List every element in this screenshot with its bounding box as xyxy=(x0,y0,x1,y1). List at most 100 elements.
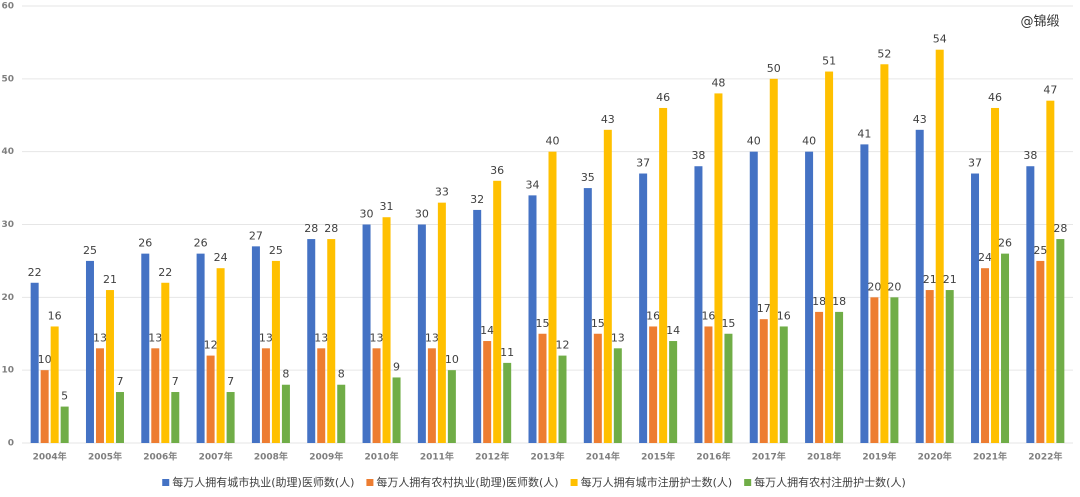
value-label: 47 xyxy=(1043,84,1057,97)
value-label: 13 xyxy=(259,331,273,344)
value-label: 43 xyxy=(913,113,927,126)
bar xyxy=(50,326,59,443)
bar xyxy=(649,326,658,443)
value-label: 51 xyxy=(822,55,836,68)
bar xyxy=(216,268,225,443)
value-label: 17 xyxy=(757,302,771,315)
bar xyxy=(669,341,678,443)
value-label: 16 xyxy=(701,309,715,322)
bar xyxy=(40,370,49,443)
bar xyxy=(659,107,668,443)
value-label: 34 xyxy=(526,178,540,191)
bar xyxy=(759,319,768,443)
bar xyxy=(981,268,990,443)
bar xyxy=(151,348,160,443)
x-tick-label: 2011年 xyxy=(420,451,454,463)
value-label: 20 xyxy=(867,280,881,293)
bar xyxy=(473,209,482,443)
bar xyxy=(593,333,602,443)
value-label: 21 xyxy=(923,273,937,286)
bar xyxy=(337,384,346,443)
bar xyxy=(206,355,215,443)
bar xyxy=(890,297,899,443)
x-tick-label: 2020年 xyxy=(918,451,952,463)
bar xyxy=(769,78,778,443)
value-label: 38 xyxy=(1023,149,1037,162)
value-label: 13 xyxy=(93,331,107,344)
value-label: 8 xyxy=(338,368,345,381)
bar xyxy=(805,151,814,443)
bar xyxy=(60,406,69,443)
bar xyxy=(226,392,235,443)
bar xyxy=(437,202,446,443)
bar xyxy=(714,93,723,444)
bar xyxy=(779,326,788,443)
bar xyxy=(382,217,391,443)
bar xyxy=(880,64,889,444)
value-label: 16 xyxy=(48,309,62,322)
value-label: 14 xyxy=(666,324,680,337)
value-label: 28 xyxy=(324,222,338,235)
value-label: 16 xyxy=(777,309,791,322)
x-tick-label: 2019年 xyxy=(862,451,896,463)
bar xyxy=(493,180,502,444)
value-label: 27 xyxy=(249,229,263,242)
x-tick-label: 2006年 xyxy=(143,451,177,463)
bar xyxy=(483,341,492,443)
value-label: 24 xyxy=(214,251,228,264)
bar xyxy=(141,253,150,443)
bar xyxy=(925,290,934,443)
value-label: 43 xyxy=(601,113,615,126)
value-label: 36 xyxy=(490,164,504,177)
value-label: 10 xyxy=(38,353,52,366)
value-label: 48 xyxy=(711,76,725,89)
y-tick-label: 20 xyxy=(1,293,14,303)
bar xyxy=(825,71,834,444)
value-label: 26 xyxy=(998,237,1012,250)
x-tick-label: 2010年 xyxy=(365,451,399,463)
value-label: 40 xyxy=(802,135,816,148)
bar xyxy=(538,333,547,443)
bar xyxy=(317,348,326,443)
bar xyxy=(548,151,557,443)
watermark: @锦缎 xyxy=(1020,14,1059,30)
bar xyxy=(447,370,456,443)
value-label: 31 xyxy=(380,200,394,213)
bar xyxy=(1056,239,1065,443)
value-label: 13 xyxy=(370,331,384,344)
legend-label: 每万人拥有农村执业(助理)医师数(人) xyxy=(376,475,558,489)
bar xyxy=(603,129,612,444)
bar xyxy=(870,297,879,443)
bar xyxy=(583,188,592,443)
value-label: 22 xyxy=(158,266,172,279)
x-tick-label: 2014年 xyxy=(586,451,620,463)
value-label: 26 xyxy=(138,237,152,250)
bar xyxy=(261,348,270,443)
legend-swatch xyxy=(366,479,374,486)
bar xyxy=(815,311,824,443)
value-label: 33 xyxy=(435,186,449,199)
value-label: 13 xyxy=(425,331,439,344)
bar xyxy=(251,246,260,443)
value-label: 7 xyxy=(172,375,179,388)
value-label: 12 xyxy=(556,339,570,352)
value-label: 46 xyxy=(656,91,670,104)
bar xyxy=(271,260,280,443)
value-label: 26 xyxy=(194,237,208,250)
value-label: 52 xyxy=(877,47,891,60)
value-label: 38 xyxy=(691,149,705,162)
bar xyxy=(915,129,924,444)
bar xyxy=(362,224,371,443)
value-label: 7 xyxy=(227,375,234,388)
value-label: 15 xyxy=(721,317,735,330)
bar xyxy=(307,239,316,443)
value-label: 8 xyxy=(282,368,289,381)
value-label: 18 xyxy=(832,295,846,308)
value-label: 14 xyxy=(480,324,494,337)
x-tick-label: 2022年 xyxy=(1028,451,1062,463)
value-label: 30 xyxy=(360,208,374,221)
bar xyxy=(558,355,567,443)
value-label: 54 xyxy=(933,33,947,46)
x-tick-label: 2009年 xyxy=(309,451,343,463)
